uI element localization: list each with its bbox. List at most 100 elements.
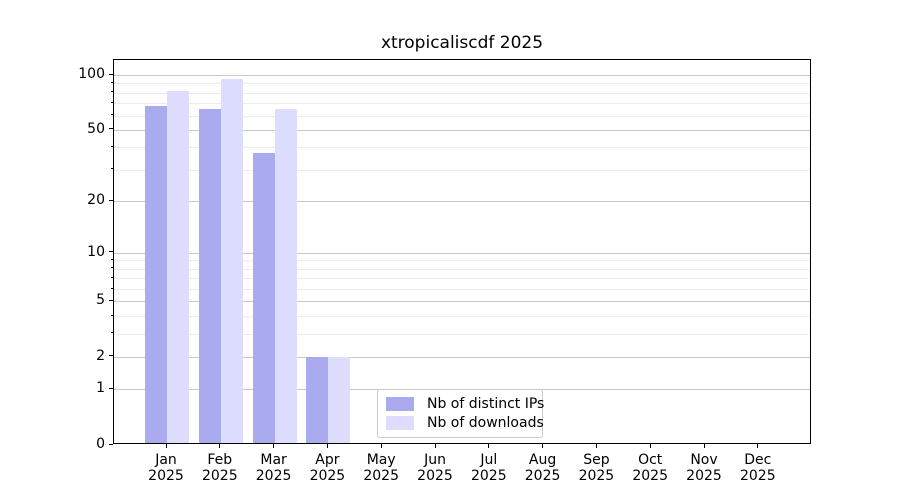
bar-apr-nb-of-downloads	[328, 356, 351, 443]
x-tick-label-oct: Oct 2025	[618, 452, 682, 484]
x-tick-label-jun: Jun 2025	[403, 452, 467, 484]
y-minor-tick-mark-30	[111, 168, 113, 170]
x-tick-label-jul: Jul 2025	[457, 452, 521, 484]
x-tick-month-aug: Aug	[528, 452, 557, 468]
plot-area	[113, 59, 811, 444]
x-tick-year-feb: 2025	[201, 468, 238, 484]
gridline-major-50	[114, 129, 810, 131]
x-tick-label-feb: Feb 2025	[188, 452, 252, 484]
x-tick-label-nov: Nov 2025	[672, 452, 736, 484]
gridline-minor-90	[114, 83, 810, 85]
gridline-minor-8	[114, 268, 810, 270]
x-tick-mark-may	[380, 444, 382, 448]
y-tick-label-2: 2	[96, 347, 105, 364]
x-tick-mark-jun	[434, 444, 436, 448]
x-tick-month-nov: Nov	[690, 452, 718, 468]
y-tick-label-20: 20	[87, 192, 105, 208]
gridline-major-2	[114, 356, 810, 358]
x-tick-mark-sep	[595, 444, 597, 448]
bar-jan-nb-of-downloads	[167, 90, 189, 443]
x-tick-month-oct: Oct	[638, 452, 663, 468]
y-tick-mark-2	[109, 355, 113, 357]
x-tick-year-aug: 2025	[524, 468, 561, 484]
x-tick-label-may: May 2025	[349, 452, 413, 484]
x-tick-month-jun: Jun	[424, 452, 446, 468]
gridline-minor-40	[114, 147, 810, 149]
y-minor-tick-mark-60	[111, 114, 113, 116]
x-tick-month-feb: Feb	[207, 452, 233, 468]
legend-label-nb-of-downloads: Nb of downloads	[427, 415, 544, 431]
gridline-minor-60	[114, 115, 810, 117]
gridline-minor-70	[114, 103, 810, 105]
x-tick-mark-feb	[219, 444, 221, 448]
legend: Nb of distinct IPs Nb of downloads	[377, 389, 544, 438]
bar-jan-nb-of-distinct-ips	[145, 105, 167, 443]
legend-label-nb-of-distinct-ips: Nb of distinct IPs	[427, 396, 545, 412]
x-tick-year-jan: 2025	[148, 468, 184, 484]
y-minor-tick-mark-3	[111, 332, 113, 334]
x-tick-label-sep: Sep 2025	[564, 452, 628, 484]
gridline-major-20	[114, 201, 810, 202]
y-tick-label-10: 10	[87, 243, 105, 260]
y-tick-label-5: 5	[96, 292, 105, 309]
x-tick-year-jul: 2025	[470, 468, 507, 484]
gridline-minor-6	[114, 289, 810, 291]
y-tick-mark-5	[109, 299, 113, 301]
gridline-major-100	[114, 75, 810, 77]
legend-row-nb-of-distinct-ips: Nb of distinct IPs	[386, 396, 544, 412]
y-tick-label-50: 50	[87, 120, 105, 137]
y-tick-mark-20	[109, 199, 113, 201]
x-tick-mark-jan	[165, 444, 167, 448]
x-tick-month-jan: Jan	[155, 452, 177, 468]
y-minor-tick-mark-6	[111, 287, 113, 289]
gridline-minor-9	[114, 260, 810, 262]
y-tick-mark-1	[109, 387, 113, 389]
y-tick-label-0: 0	[96, 436, 105, 452]
bar-feb-nb-of-distinct-ips	[198, 109, 221, 443]
legend-row-nb-of-downloads: Nb of downloads	[386, 415, 544, 431]
gridline-minor-4	[114, 316, 810, 318]
y-tick-mark-0	[109, 443, 113, 445]
x-tick-year-oct: 2025	[632, 468, 668, 484]
legend-swatch-nb-of-distinct-ips	[386, 397, 414, 411]
x-tick-year-dec: 2025	[739, 468, 776, 484]
gridline-major-10	[114, 252, 810, 254]
x-tick-month-mar: Mar	[260, 452, 287, 468]
y-tick-mark-50	[109, 128, 113, 130]
y-minor-tick-mark-7	[111, 276, 113, 278]
x-tick-mark-aug	[542, 444, 544, 448]
x-tick-year-sep: 2025	[578, 468, 615, 484]
gridline-minor-7	[114, 278, 810, 280]
gridline-minor-30	[114, 169, 810, 171]
x-tick-mark-dec	[757, 444, 759, 448]
y-minor-tick-mark-4	[111, 314, 113, 316]
gridline-minor-80	[114, 92, 810, 94]
x-tick-label-aug: Aug 2025	[511, 452, 575, 484]
x-tick-mark-oct	[649, 444, 651, 448]
legend-swatch-nb-of-downloads	[386, 416, 414, 430]
x-tick-month-dec: Dec	[744, 452, 772, 468]
bar-mar-nb-of-distinct-ips	[252, 153, 275, 443]
y-minor-tick-mark-90	[111, 81, 113, 83]
chart-title: xtropicaliscdf 2025	[380, 33, 544, 53]
x-tick-year-nov: 2025	[686, 468, 722, 484]
x-tick-mark-mar	[273, 444, 275, 448]
gridline-major-5	[114, 301, 810, 303]
y-tick-mark-100	[109, 73, 113, 75]
x-tick-month-jul: Jul	[480, 452, 498, 468]
y-minor-tick-mark-70	[111, 101, 113, 103]
y-tick-label-100: 100	[78, 66, 105, 83]
bar-apr-nb-of-distinct-ips	[306, 356, 329, 443]
x-tick-month-apr: Apr	[315, 452, 340, 468]
y-minor-tick-mark-40	[111, 145, 113, 147]
x-tick-month-sep: Sep	[583, 452, 610, 468]
x-tick-label-dec: Dec 2025	[726, 452, 790, 484]
x-tick-label-mar: Mar 2025	[242, 452, 306, 484]
bar-feb-nb-of-downloads	[220, 79, 243, 443]
x-tick-mark-nov	[703, 444, 705, 448]
bar-mar-nb-of-downloads	[274, 109, 297, 443]
y-minor-tick-mark-8	[111, 267, 113, 269]
y-minor-tick-mark-9	[111, 258, 113, 260]
x-tick-label-jan: Jan 2025	[134, 452, 198, 484]
